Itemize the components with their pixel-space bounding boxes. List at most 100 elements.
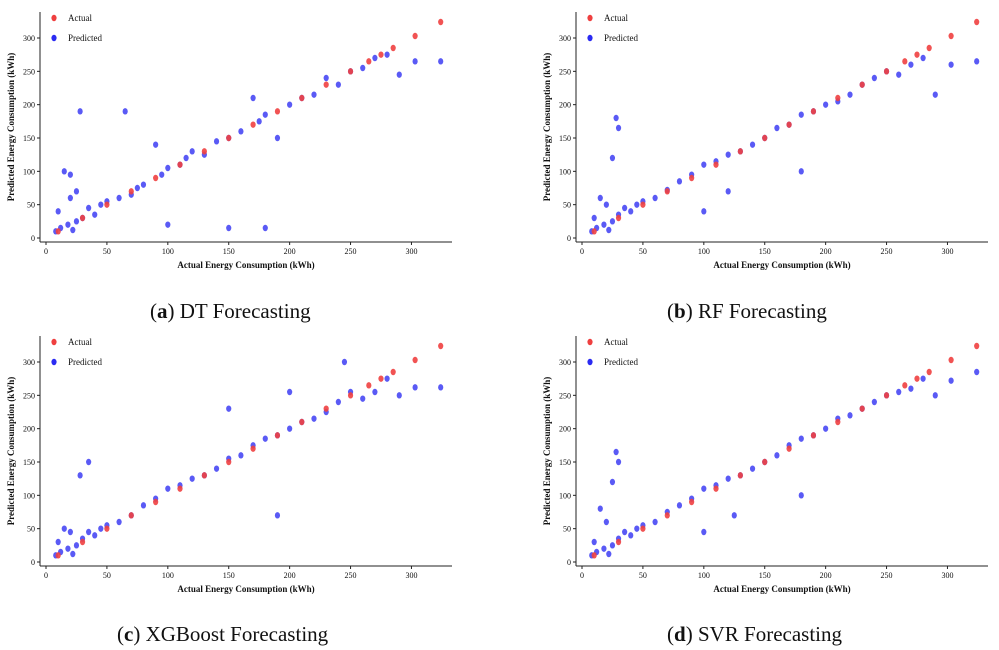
predicted-point: [798, 435, 804, 442]
actual-point: [859, 81, 865, 88]
x-tick-label: 50: [639, 571, 647, 580]
predicted-point: [652, 518, 658, 526]
predicted-point: [606, 550, 612, 558]
predicted-point: [250, 94, 256, 102]
actual-point: [883, 392, 890, 399]
x-axis-label: Actual Energy Consumption (kWh): [177, 584, 314, 594]
predicted-point: [287, 425, 293, 432]
predicted-point: [676, 502, 683, 509]
predicted-point: [896, 71, 902, 78]
actual-point: [689, 498, 695, 506]
predicted-point: [847, 412, 853, 419]
x-axis-label: Actual Energy Consumption (kWh): [177, 260, 314, 270]
x-tick-label: 300: [405, 571, 417, 580]
predicted-point: [701, 485, 707, 492]
predicted-point: [774, 452, 780, 459]
actual-point: [786, 121, 792, 128]
predicted-point: [384, 375, 390, 382]
predicted-point: [153, 141, 159, 148]
x-tick-label: 50: [103, 571, 111, 580]
predicted-point: [591, 538, 597, 546]
y-axis-label: Predicted Energy Consumption (kWh): [6, 53, 16, 202]
predicted-point: [948, 377, 954, 384]
caption-text: DT Forecasting: [179, 299, 311, 323]
predicted-point: [226, 405, 232, 412]
x-tick-label: 250: [345, 571, 357, 580]
actual-point: [591, 228, 597, 235]
actual-point: [177, 485, 183, 492]
actual-point: [974, 18, 980, 26]
predicted-point: [603, 201, 609, 208]
predicted-point: [61, 525, 67, 532]
actual-point: [378, 375, 384, 382]
predicted-point: [67, 528, 73, 536]
actual-point: [153, 174, 159, 182]
predicted-point: [134, 184, 140, 192]
caption-text: RF Forecasting: [697, 299, 827, 323]
x-tick-label: 150: [759, 247, 771, 256]
chart-panel-b: 0 50 100 150 200 250 300 0 50 100 150 200 250 300 Actu…: [540, 4, 999, 274]
x-tick-label: 100: [698, 247, 710, 256]
predicted-point: [622, 204, 628, 212]
predicted-point: [73, 218, 80, 225]
actual-point: [250, 445, 256, 452]
legend-marker-predicted: [51, 34, 57, 42]
y-tick-label: 100: [559, 491, 571, 500]
predicted-point: [360, 395, 366, 402]
predicted-point: [412, 384, 418, 391]
caption-text: XGBoost Forecasting: [145, 622, 329, 646]
predicted-point: [601, 221, 607, 228]
actual-point: [79, 538, 86, 546]
legend-marker-actual: [51, 338, 57, 346]
actual-point: [438, 18, 444, 26]
actual-point: [55, 228, 61, 235]
predicted-point: [847, 91, 853, 98]
predicted-point: [238, 128, 244, 135]
predicted-point: [73, 188, 80, 195]
actual-point: [438, 342, 444, 350]
y-tick-label: 0: [31, 558, 35, 567]
predicted-point: [70, 550, 76, 558]
predicted-point: [256, 118, 262, 125]
y-tick-label: 50: [563, 525, 571, 534]
predicted-point: [920, 54, 926, 62]
legend-marker-predicted: [587, 358, 593, 366]
actual-point: [914, 375, 920, 382]
actual-point: [810, 432, 817, 439]
scatter-plot: 0 50 100 150 200 250 300 0 50 100 150 200 250 300 Actu…: [542, 336, 988, 594]
actual-point: [974, 342, 980, 350]
actual-point: [762, 134, 768, 142]
predicted-point: [341, 358, 348, 366]
actual-point: [390, 44, 396, 52]
x-tick-label: 200: [284, 247, 296, 256]
predicted-point: [70, 226, 76, 234]
predicted-point: [412, 58, 418, 65]
actual-point: [412, 356, 418, 364]
predicted-point: [396, 71, 402, 78]
actual-point: [378, 51, 384, 58]
actual-point: [640, 201, 646, 208]
predicted-point: [159, 171, 165, 178]
scatter-plot: 0 50 100 150 200 250 300 0 50 100 150 200 250 300 Actu…: [6, 12, 452, 270]
predicted-point: [597, 505, 603, 512]
predicted-point: [213, 138, 220, 145]
predicted-point: [634, 201, 640, 208]
predicted-point: [731, 512, 737, 519]
actual-point: [948, 32, 954, 40]
predicted-point: [73, 542, 80, 549]
predicted-point: [86, 458, 92, 466]
actual-point: [390, 368, 396, 376]
actual-point: [299, 94, 305, 102]
predicted-point: [311, 91, 317, 98]
caption-a: (a) DT Forecasting: [150, 299, 311, 323]
predicted-point: [896, 388, 902, 396]
scatter-plot: 0 50 100 150 200 250 300 0 50 100 150 200 250 300 Actu…: [6, 336, 452, 594]
y-tick-label: 50: [27, 525, 35, 534]
predicted-point: [725, 188, 731, 195]
predicted-point: [226, 224, 232, 232]
y-tick-label: 150: [23, 134, 35, 143]
x-tick-label: 300: [941, 247, 953, 256]
predicted-point: [701, 528, 707, 536]
y-tick-label: 300: [23, 358, 35, 367]
predicted-point: [335, 81, 341, 88]
